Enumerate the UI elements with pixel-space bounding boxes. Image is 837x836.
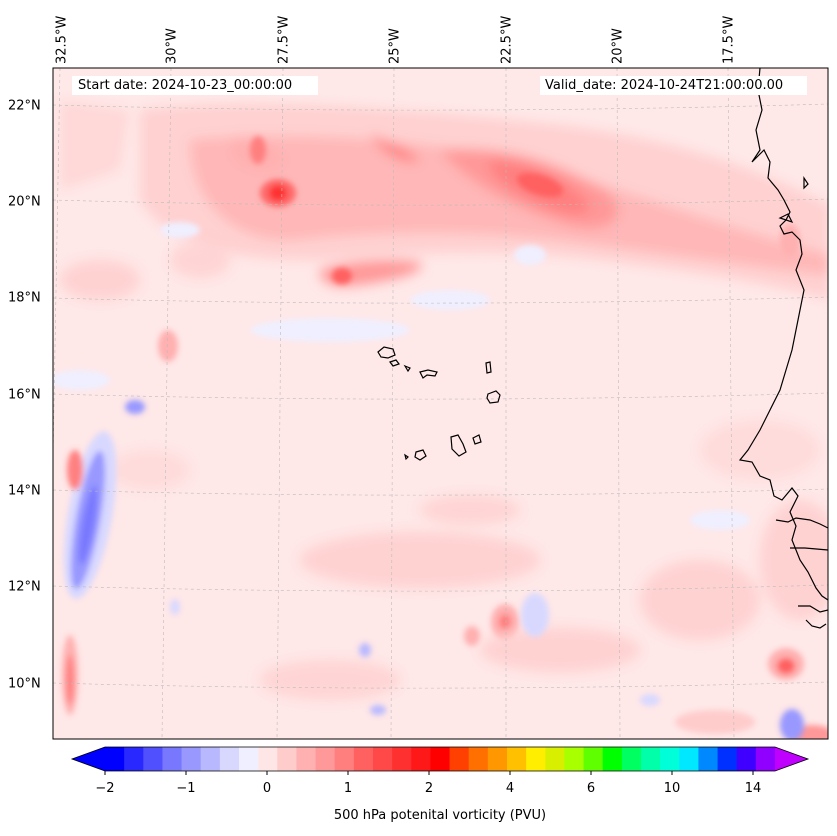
colorbar-tick: −1	[176, 781, 196, 796]
lat-label: 22°N	[8, 98, 41, 114]
lat-label: 18°N	[8, 290, 41, 306]
colorbar-under-arrow	[72, 747, 105, 771]
colorbar-segment	[296, 747, 317, 771]
colorbar-segment	[353, 747, 374, 771]
colorbar-segment	[602, 747, 623, 771]
colorbar-segment	[621, 747, 642, 771]
colorbar-segment	[239, 747, 259, 771]
colorbar-segment	[679, 747, 700, 771]
colorbar-tick: 4	[505, 781, 515, 796]
island-maio	[472, 434, 482, 445]
colorbar-segment	[526, 747, 546, 771]
colorbar-tick: 10	[663, 781, 681, 796]
colorbar-segment	[717, 747, 738, 771]
africa-coastline	[738, 68, 828, 629]
lon-label: 30°W	[164, 28, 180, 64]
colorbar-tick: 6	[586, 781, 596, 796]
start-date-label: Start date: 2024-10-23_00:00:00	[72, 76, 318, 95]
colorbar-tick: 1	[343, 781, 353, 796]
colorbar-segment	[507, 747, 527, 771]
colorbar-segment	[315, 747, 336, 771]
colorbar-segment	[124, 747, 144, 771]
colorbar-segment	[258, 747, 278, 771]
colorbar-segment	[219, 747, 240, 771]
valid-date-label: Valid_date: 2024-10-24T21:00:00.00	[540, 76, 807, 95]
island-boa-vista	[486, 390, 501, 404]
colorbar-tick: 2	[424, 781, 434, 796]
colorbar-label: 500 hPa potenital vorticity (PVU)	[333, 808, 547, 823]
colorbar-segment	[755, 747, 776, 771]
pv-pink-patches	[60, 242, 828, 700]
lon-label: 17.5°W	[721, 15, 737, 64]
pv-northern-band	[60, 100, 828, 300]
colorbar-segment	[277, 747, 298, 771]
colorbar-segment	[143, 747, 164, 771]
lon-label: 32.5°W	[54, 15, 70, 64]
graticule	[53, 68, 828, 739]
colorbar-segment	[660, 747, 680, 771]
island-sal	[485, 361, 492, 374]
colorbar-segment	[564, 747, 585, 771]
colorbar	[70, 746, 810, 775]
lat-label: 10°N	[8, 676, 41, 692]
lat-label: 12°N	[8, 579, 41, 595]
cape-verde-islands	[377, 346, 501, 461]
lon-label: 25°W	[387, 28, 403, 64]
island-santa-luzia	[403, 364, 411, 373]
colorbar-segment	[487, 747, 508, 771]
colorbar-segment	[373, 747, 393, 771]
map-frame	[52, 67, 829, 740]
colorbar-segment	[736, 747, 757, 771]
lon-label: 22.5°W	[499, 15, 515, 64]
colorbar-segment	[334, 747, 355, 771]
island-santo-antao	[377, 346, 396, 359]
colorbar-segment	[411, 747, 432, 771]
colorbar-segment	[162, 747, 183, 771]
island-santiago	[450, 434, 467, 457]
lat-label: 14°N	[8, 483, 41, 499]
lat-label: 20°N	[8, 194, 41, 210]
island-sao-nicolau	[419, 369, 438, 379]
colorbar-segment	[545, 747, 566, 771]
map-area	[53, 68, 828, 739]
pv-blue-patches	[53, 222, 804, 739]
colorbar-segment	[698, 747, 719, 771]
colorbar-tick: 14	[744, 781, 762, 796]
colorbar-segment	[105, 747, 125, 771]
colorbar-segment	[583, 747, 604, 771]
colorbar-segment	[181, 747, 202, 771]
colorbar-segment	[430, 747, 451, 771]
colorbar-segment	[468, 747, 489, 771]
colorbar-tick: −2	[95, 781, 115, 796]
colorbar-tick: 0	[262, 781, 272, 796]
island-sao-vicente	[389, 359, 400, 367]
lon-label: 27.5°W	[276, 15, 292, 64]
colorbar-over-arrow	[775, 747, 808, 771]
island-brava	[404, 453, 409, 461]
lon-label: 20°W	[610, 28, 626, 64]
colorbar-segment	[449, 747, 470, 771]
colorbar-segment	[392, 747, 412, 771]
colorbar-segment	[200, 747, 221, 771]
colorbar-segment	[641, 747, 661, 771]
lat-label: 16°N	[8, 387, 41, 403]
island-fogo	[414, 449, 427, 461]
